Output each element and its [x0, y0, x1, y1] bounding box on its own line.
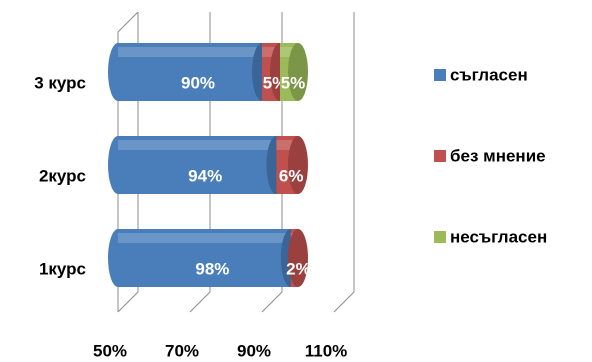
bar: [288, 229, 308, 287]
legend-swatch: [434, 69, 446, 81]
bar-part: [118, 140, 277, 150]
legend-label: несъгласен: [450, 227, 547, 246]
grid-line: [261, 12, 283, 313]
bar-part: [288, 43, 308, 101]
data-label: 94%: [188, 166, 222, 185]
bar: [276, 136, 308, 194]
wall: [117, 11, 139, 312]
legend-label: без мнение: [450, 146, 546, 165]
legend-swatch: [434, 150, 446, 162]
bar-part: [118, 43, 262, 101]
bar-part: [118, 233, 291, 243]
y-tick-label: 2курс: [39, 166, 86, 185]
x-tick-label: 110%: [305, 341, 348, 360]
data-label: 6%: [279, 166, 304, 185]
bar-part: [288, 229, 308, 287]
y-tick-label: 3 курс: [34, 73, 86, 92]
bar: [108, 229, 301, 287]
bar-part: [276, 140, 298, 150]
bar: [280, 43, 308, 101]
data-label: 90%: [181, 73, 215, 92]
legend-label: съгласен: [450, 65, 528, 84]
x-tick-label: 70%: [165, 341, 199, 360]
x-tick-label: 50%: [93, 341, 127, 360]
bar-part: [288, 136, 308, 194]
grid-line: [333, 12, 355, 313]
y-tick-label: 1курс: [39, 259, 86, 278]
x-tick-label: 90%: [237, 341, 271, 360]
bar: [108, 43, 272, 101]
bar-part: [280, 47, 298, 57]
data-label: 5%: [281, 73, 306, 92]
grid-line: [189, 12, 211, 313]
bar-part: [262, 47, 280, 57]
bar-part: [118, 47, 262, 57]
data-label: 2%: [286, 259, 311, 278]
grid-line: [117, 12, 139, 313]
bar-part: [118, 136, 277, 194]
bar-part: [118, 229, 291, 287]
data-label: 98%: [195, 259, 229, 278]
legend-swatch: [434, 231, 446, 243]
